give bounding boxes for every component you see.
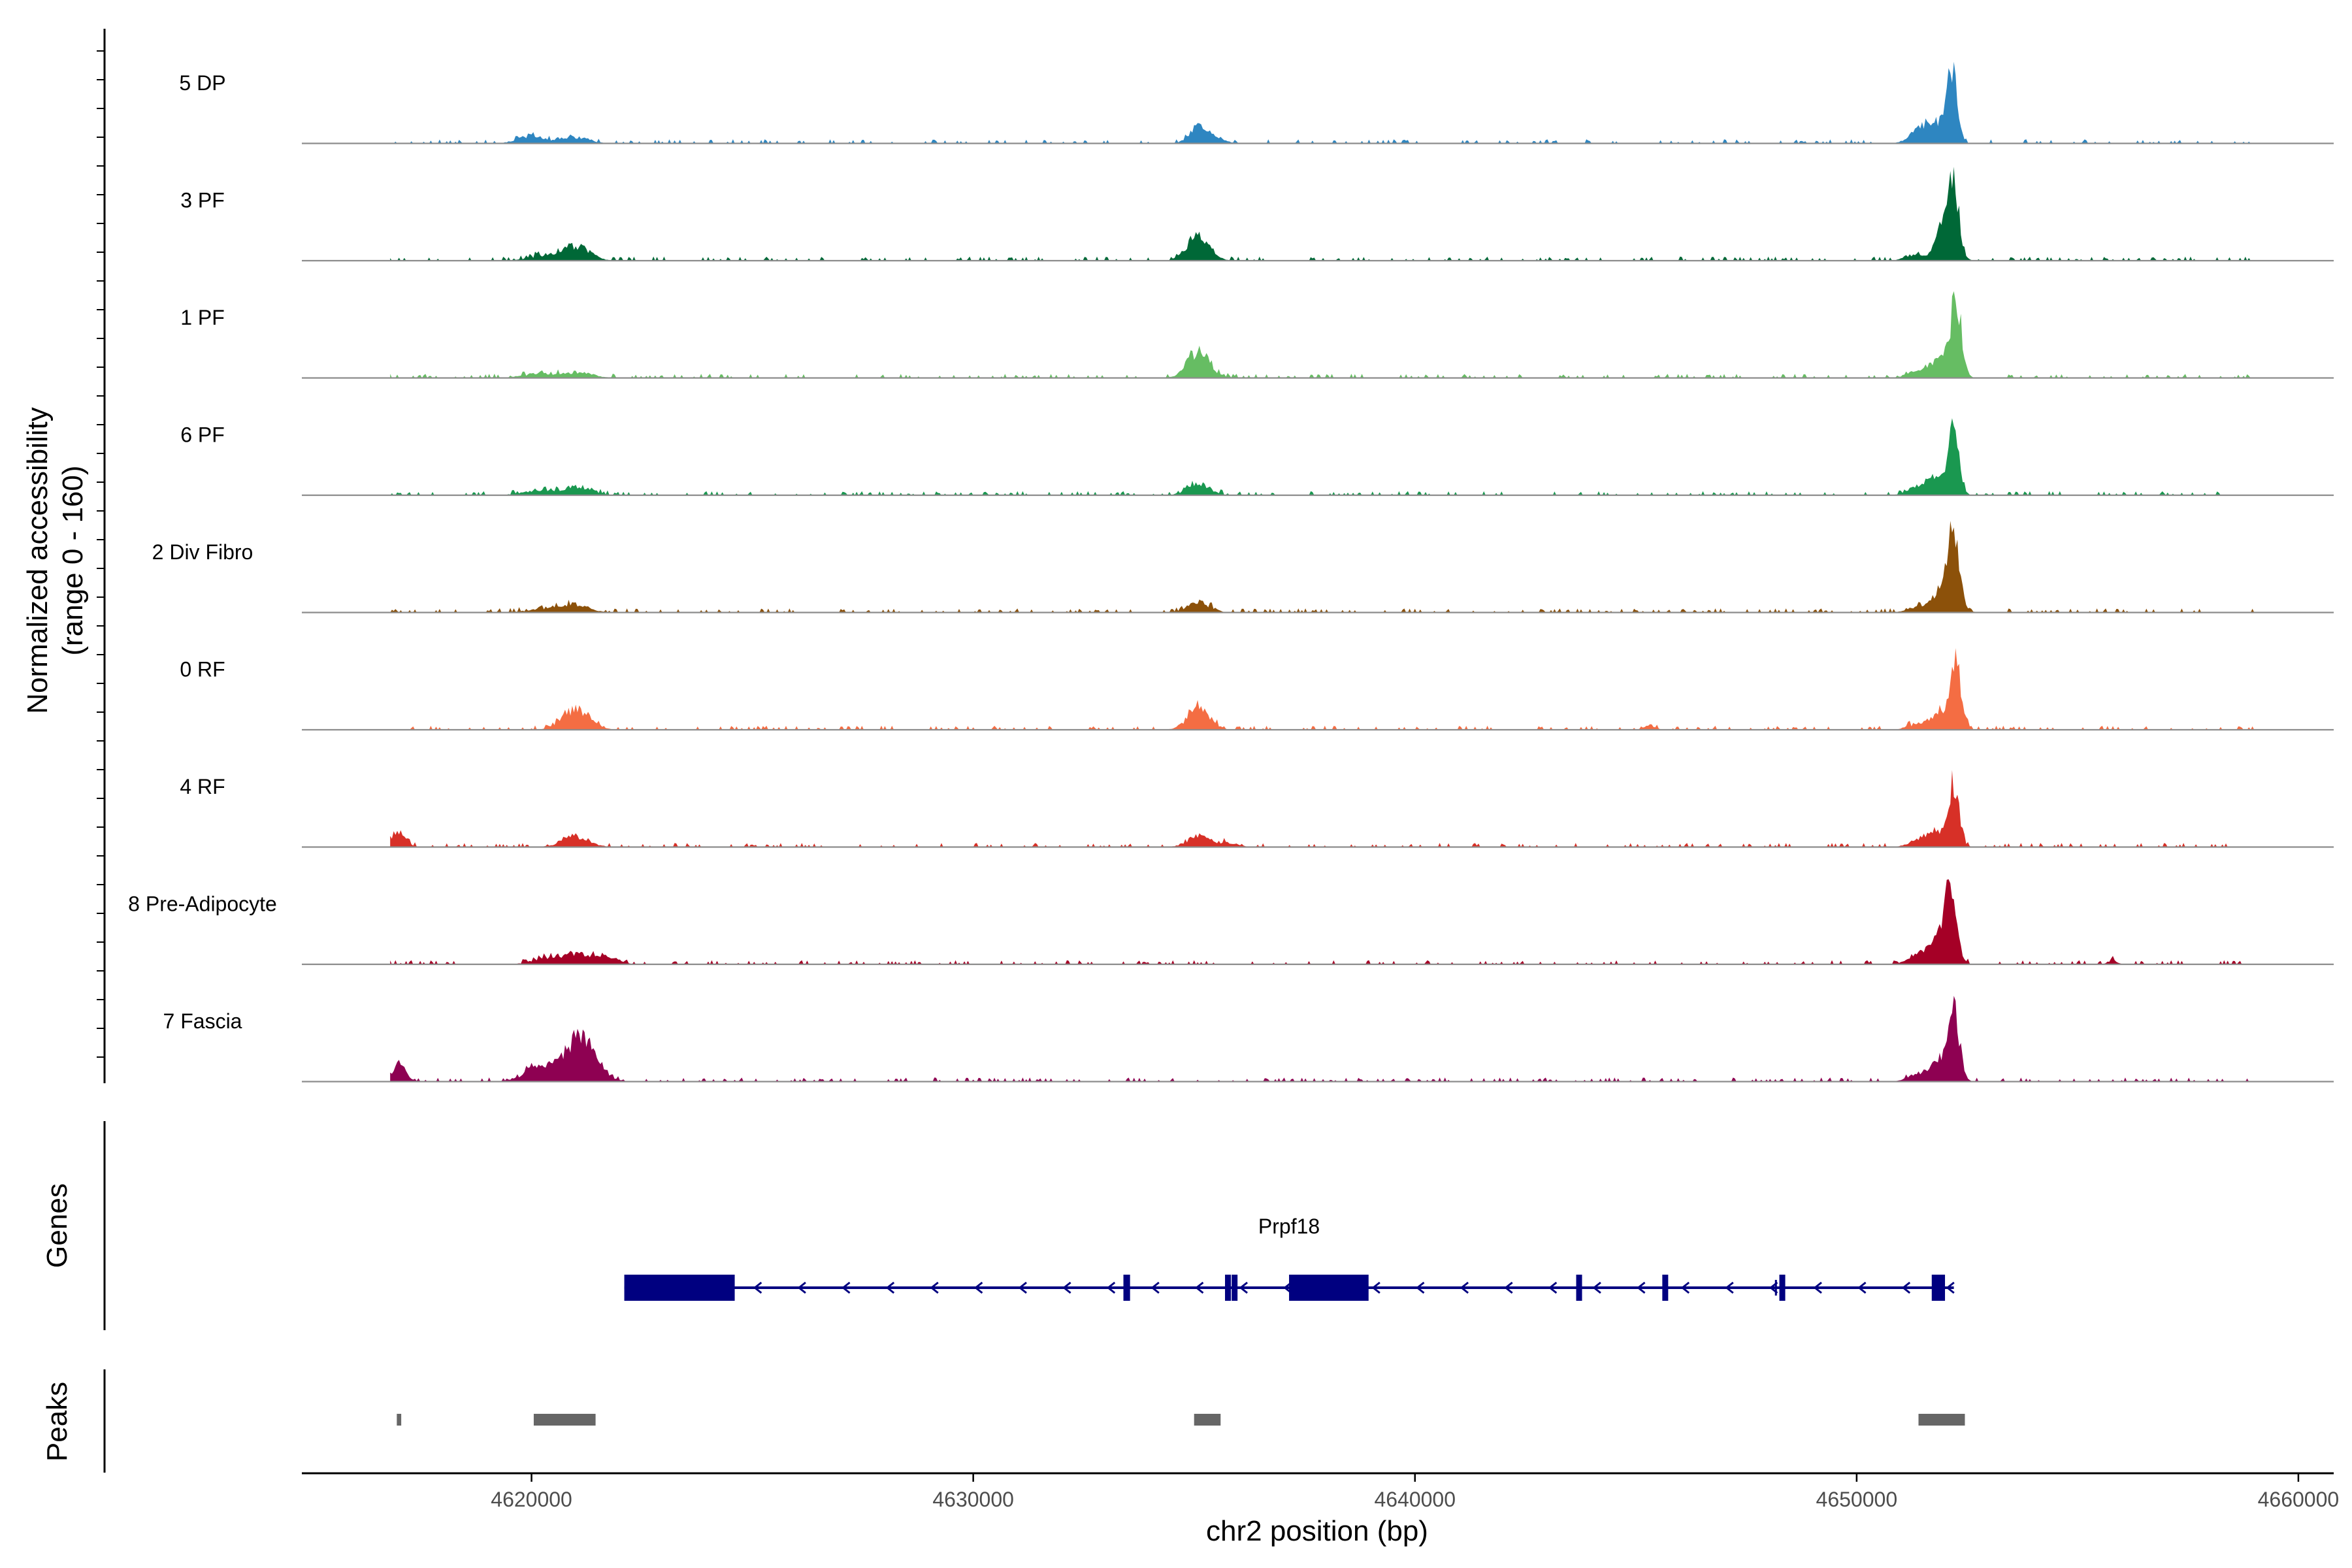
- coverage-area: [390, 167, 2255, 261]
- strand-arrow: [930, 1281, 939, 1294]
- track-label: 0 RF: [180, 658, 225, 681]
- strand-arrow: [1371, 1281, 1380, 1294]
- track-5-dp: 5 DP: [179, 61, 2334, 144]
- strand-arrow: [753, 1281, 762, 1294]
- track-3-pf: 3 PF: [180, 167, 2334, 262]
- strand-arrow: [1062, 1281, 1071, 1294]
- gene-exon: [1232, 1275, 1238, 1301]
- track-8-pre-adipocyte: 8 Pre-Adipocyte: [128, 879, 2334, 966]
- strand-arrow: [1151, 1281, 1160, 1294]
- x-tick-label: 4640000: [1374, 1488, 1456, 1511]
- peaks-panel-title: Peaks: [41, 1382, 73, 1462]
- x-axis-ticks: 4620000 4630000 4640000 4650000 4660000: [491, 1473, 2339, 1511]
- coverage-tracks: 5 DP 3 PF 1 PF 6 PF 2 Div Fibro 0 RF 4 RF 8 Pre…: [128, 61, 2334, 1083]
- strand-arrow: [1592, 1281, 1601, 1294]
- x-tick-label: 4620000: [491, 1488, 572, 1511]
- track-0-rf: 0 RF: [180, 648, 2334, 731]
- track-2-div-fibro: 2 Div Fibro: [152, 521, 2334, 613]
- strand-arrow: [1548, 1281, 1558, 1294]
- peak-region: [533, 1414, 596, 1426]
- gene-exon: [1774, 1280, 1777, 1296]
- strand-arrow: [1813, 1281, 1822, 1294]
- peak-track: [397, 1414, 1965, 1426]
- strand-arrow: [1239, 1281, 1249, 1294]
- coverage-y-axis-ticks: [97, 50, 105, 1058]
- track-label: 2 Div Fibro: [152, 540, 253, 564]
- coverage-area: [390, 648, 2255, 730]
- strand-arrow: [1460, 1281, 1469, 1294]
- gene-exon: [1225, 1275, 1232, 1301]
- gene-exon: [1123, 1275, 1130, 1301]
- x-axis-title: chr2 position (bp): [1206, 1515, 1428, 1547]
- x-tick-label: 4660000: [2258, 1488, 2340, 1511]
- coverage-area: [390, 879, 2255, 964]
- coverage-area: [390, 996, 2255, 1082]
- y-axis-title-line2: (range 0 - 160): [57, 465, 89, 655]
- peak-region: [1194, 1414, 1221, 1426]
- track-label: 7 Fascia: [163, 1009, 242, 1033]
- strand-arrow: [1857, 1281, 1867, 1294]
- gene-prpf18: Prpf18: [624, 1215, 1955, 1301]
- track-label: 4 RF: [180, 775, 225, 798]
- peak-region: [397, 1414, 402, 1426]
- strand-arrow: [1504, 1281, 1513, 1294]
- strand-arrow: [797, 1281, 806, 1294]
- gene-name-label: Prpf18: [1258, 1215, 1320, 1238]
- gene-exon: [1289, 1275, 1369, 1301]
- strand-arrow: [885, 1281, 895, 1294]
- peak-region: [1918, 1414, 1965, 1426]
- genes-panel-title: Genes: [41, 1183, 73, 1268]
- track-label: 1 PF: [180, 306, 225, 329]
- strand-arrow: [1946, 1281, 1955, 1294]
- strand-arrow: [1416, 1281, 1425, 1294]
- track-6-pf: 6 PF: [180, 418, 2334, 497]
- strand-arrow: [1018, 1281, 1027, 1294]
- coverage-area: [390, 770, 2255, 847]
- strand-arrow: [1637, 1281, 1646, 1294]
- strand-arrow: [974, 1281, 983, 1294]
- x-tick-label: 4650000: [1816, 1488, 1898, 1511]
- coverage-area: [390, 291, 2255, 378]
- gene-exon: [1576, 1275, 1582, 1301]
- track-label: 6 PF: [180, 423, 225, 447]
- track-label: 3 PF: [180, 189, 225, 212]
- track-1-pf: 1 PF: [180, 291, 2334, 379]
- coverage-area: [390, 61, 2255, 144]
- gene-exon: [1779, 1275, 1786, 1301]
- x-tick-label: 4630000: [932, 1488, 1014, 1511]
- track-label: 8 Pre-Adipocyte: [128, 892, 277, 916]
- coverage-area: [390, 418, 2255, 495]
- gene-exon: [1662, 1275, 1669, 1301]
- track-7-fascia: 7 Fascia: [163, 996, 2334, 1083]
- strand-arrow: [1106, 1281, 1116, 1294]
- y-axis-title: Normalized accessibility (range 0 - 160): [22, 407, 89, 713]
- strand-arrow: [1195, 1281, 1204, 1294]
- gene-track: Prpf18: [624, 1215, 1955, 1301]
- track-4-rf: 4 RF: [180, 770, 2334, 848]
- y-axis-title-line1: Normalized accessibility: [22, 407, 54, 713]
- strand-arrow: [1901, 1281, 1911, 1294]
- gene-exon: [624, 1275, 735, 1301]
- gene-exon: [1931, 1275, 1946, 1301]
- strand-arrow: [1680, 1281, 1690, 1294]
- track-label: 5 DP: [179, 71, 225, 95]
- strand-arrow: [841, 1281, 851, 1294]
- strand-arrow: [1725, 1281, 1734, 1294]
- coverage-area: [390, 521, 2255, 613]
